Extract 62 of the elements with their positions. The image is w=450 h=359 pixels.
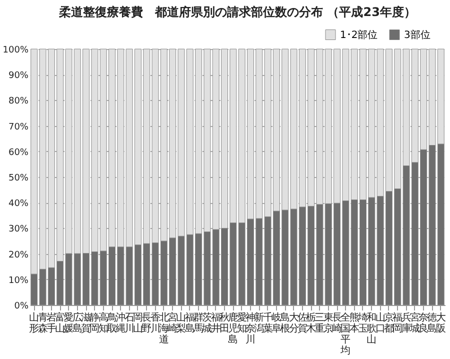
y-tick-label: 50% [8, 174, 29, 184]
x-tick-label: 滋賀 [81, 312, 92, 334]
y-tick-label: 90% [8, 71, 29, 82]
x-tick-label: 茨城 [201, 312, 212, 334]
x-tick-label: 静岡 [90, 312, 100, 334]
y-tick-label: 100% [2, 46, 29, 56]
x-tick-label: 岐阜 [271, 312, 282, 334]
x-tick-label: 高知 [98, 312, 108, 334]
x-tick-label: 富山 [55, 312, 66, 334]
x-tick-label: 長野 [142, 312, 152, 334]
y-tick-label: 0% [14, 302, 29, 312]
x-tick-label: 沖縄 [114, 312, 126, 334]
y-tick-label: 40% [8, 199, 29, 210]
x-tick-label: 新潟 [254, 312, 264, 334]
x-tick-label: 長崎 [332, 312, 342, 334]
x-tick-label: 宮城 [408, 312, 420, 334]
x-tick-label: 青森 [38, 312, 48, 334]
x-tick-label: 島根 [280, 312, 290, 334]
x-tick-label: 千葉 [262, 312, 273, 334]
x-tick-label: 山形 [29, 312, 40, 334]
x-tick-label: 和歌山 [366, 312, 377, 346]
x-tick-label: 鳥取 [106, 312, 118, 334]
x-tick-label: 埼玉 [356, 312, 368, 334]
x-tick-label: 大阪 [436, 312, 446, 334]
x-tick-label: 大分 [288, 312, 299, 334]
x-tick-label: 香川 [150, 312, 160, 334]
x-tick-label: 東京 [323, 312, 334, 334]
x-tick-label: 奈良 [418, 312, 429, 334]
x-tick-label: 岡山 [132, 312, 143, 334]
x-tick-label: 広島 [72, 312, 82, 334]
x-tick-label: 山梨 [176, 312, 186, 334]
x-tick-label: 京都 [384, 312, 394, 334]
x-tick-label: 群馬 [192, 312, 204, 334]
y-tick-label: 70% [8, 122, 29, 132]
chart-title: 柔道整復療養費 都道府県別の請求部位数の分布 （平成23年度） [58, 5, 416, 19]
x-tick-label: 秋田 [220, 312, 230, 334]
x-tick-label: 福島 [184, 312, 195, 334]
y-tick-label: 60% [8, 148, 29, 158]
y-tick-label: 10% [8, 276, 29, 286]
x-tick-label: 岩手 [46, 312, 56, 334]
x-tick-label: 全国平均 [340, 312, 351, 356]
x-tick-label: 福井 [210, 312, 221, 334]
x-tick-label: 熊本 [349, 312, 360, 334]
x-tick-label: 佐賀 [297, 312, 308, 334]
x-tick-label: 北海道 [158, 312, 169, 346]
x-tick-label: 山口 [375, 312, 386, 334]
x-tick-label: 三重 [314, 312, 325, 334]
x-tick-label: 愛知 [236, 312, 247, 334]
legend-label: 1･2部位 [340, 28, 378, 41]
x-tick-label: 兵庫 [401, 312, 412, 334]
legend-label: 3部位 [404, 28, 430, 41]
x-tick-label: 鹿児島 [228, 312, 238, 346]
x-tick-label: 栃木 [306, 312, 316, 334]
x-tick-label: 愛媛 [64, 312, 74, 334]
y-tick-label: 20% [8, 250, 29, 260]
x-tick-label: 徳島 [427, 312, 438, 334]
y-tick-label: 30% [8, 224, 29, 235]
x-tick-label: 福岡 [392, 312, 403, 334]
x-tick-label: 宮崎 [168, 312, 178, 334]
y-tick-label: 80% [8, 96, 29, 107]
x-tick-label: 石川 [124, 312, 134, 334]
x-tick-label: 神奈川 [245, 312, 256, 346]
